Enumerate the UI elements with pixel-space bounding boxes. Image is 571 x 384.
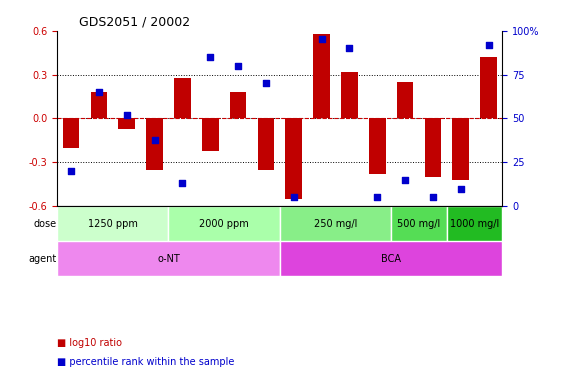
Point <box>373 194 382 200</box>
Bar <box>146 119 163 170</box>
Text: 1250 ppm: 1250 ppm <box>88 219 138 229</box>
Point <box>317 36 326 43</box>
Bar <box>341 72 357 119</box>
Text: ■ log10 ratio: ■ log10 ratio <box>57 338 122 348</box>
Point <box>66 168 75 174</box>
Point <box>345 45 354 51</box>
Text: GDS2051 / 20002: GDS2051 / 20002 <box>79 15 191 28</box>
Bar <box>63 119 79 148</box>
Text: 250 mg/l: 250 mg/l <box>314 219 357 229</box>
FancyBboxPatch shape <box>57 206 168 242</box>
Point <box>94 89 103 95</box>
Text: o-NT: o-NT <box>157 254 180 264</box>
Point <box>456 185 465 192</box>
Point <box>122 112 131 118</box>
Bar <box>90 92 107 119</box>
Point <box>428 194 437 200</box>
Bar <box>397 82 413 119</box>
Text: agent: agent <box>29 254 57 264</box>
Point <box>178 180 187 187</box>
FancyBboxPatch shape <box>280 206 391 242</box>
Text: BCA: BCA <box>381 254 401 264</box>
Bar <box>369 119 385 174</box>
Bar <box>258 119 274 170</box>
Text: 2000 ppm: 2000 ppm <box>199 219 249 229</box>
FancyBboxPatch shape <box>447 206 502 242</box>
FancyBboxPatch shape <box>168 206 280 242</box>
FancyBboxPatch shape <box>391 206 447 242</box>
FancyBboxPatch shape <box>280 242 502 276</box>
Point <box>484 42 493 48</box>
Text: 500 mg/l: 500 mg/l <box>397 219 441 229</box>
Bar <box>313 34 330 119</box>
Point <box>400 177 409 183</box>
FancyBboxPatch shape <box>57 242 280 276</box>
Bar <box>118 119 135 129</box>
Point <box>234 63 243 69</box>
Bar <box>174 78 191 119</box>
Bar <box>202 119 219 151</box>
Text: 1000 mg/l: 1000 mg/l <box>450 219 499 229</box>
Point <box>262 80 271 86</box>
Bar <box>480 57 497 119</box>
Bar <box>425 119 441 177</box>
Bar <box>230 92 247 119</box>
Bar <box>286 119 302 199</box>
Text: ■ percentile rank within the sample: ■ percentile rank within the sample <box>57 357 235 367</box>
Text: dose: dose <box>34 219 57 229</box>
Point <box>289 194 298 200</box>
Point <box>206 54 215 60</box>
Point <box>150 136 159 142</box>
Bar <box>452 119 469 180</box>
